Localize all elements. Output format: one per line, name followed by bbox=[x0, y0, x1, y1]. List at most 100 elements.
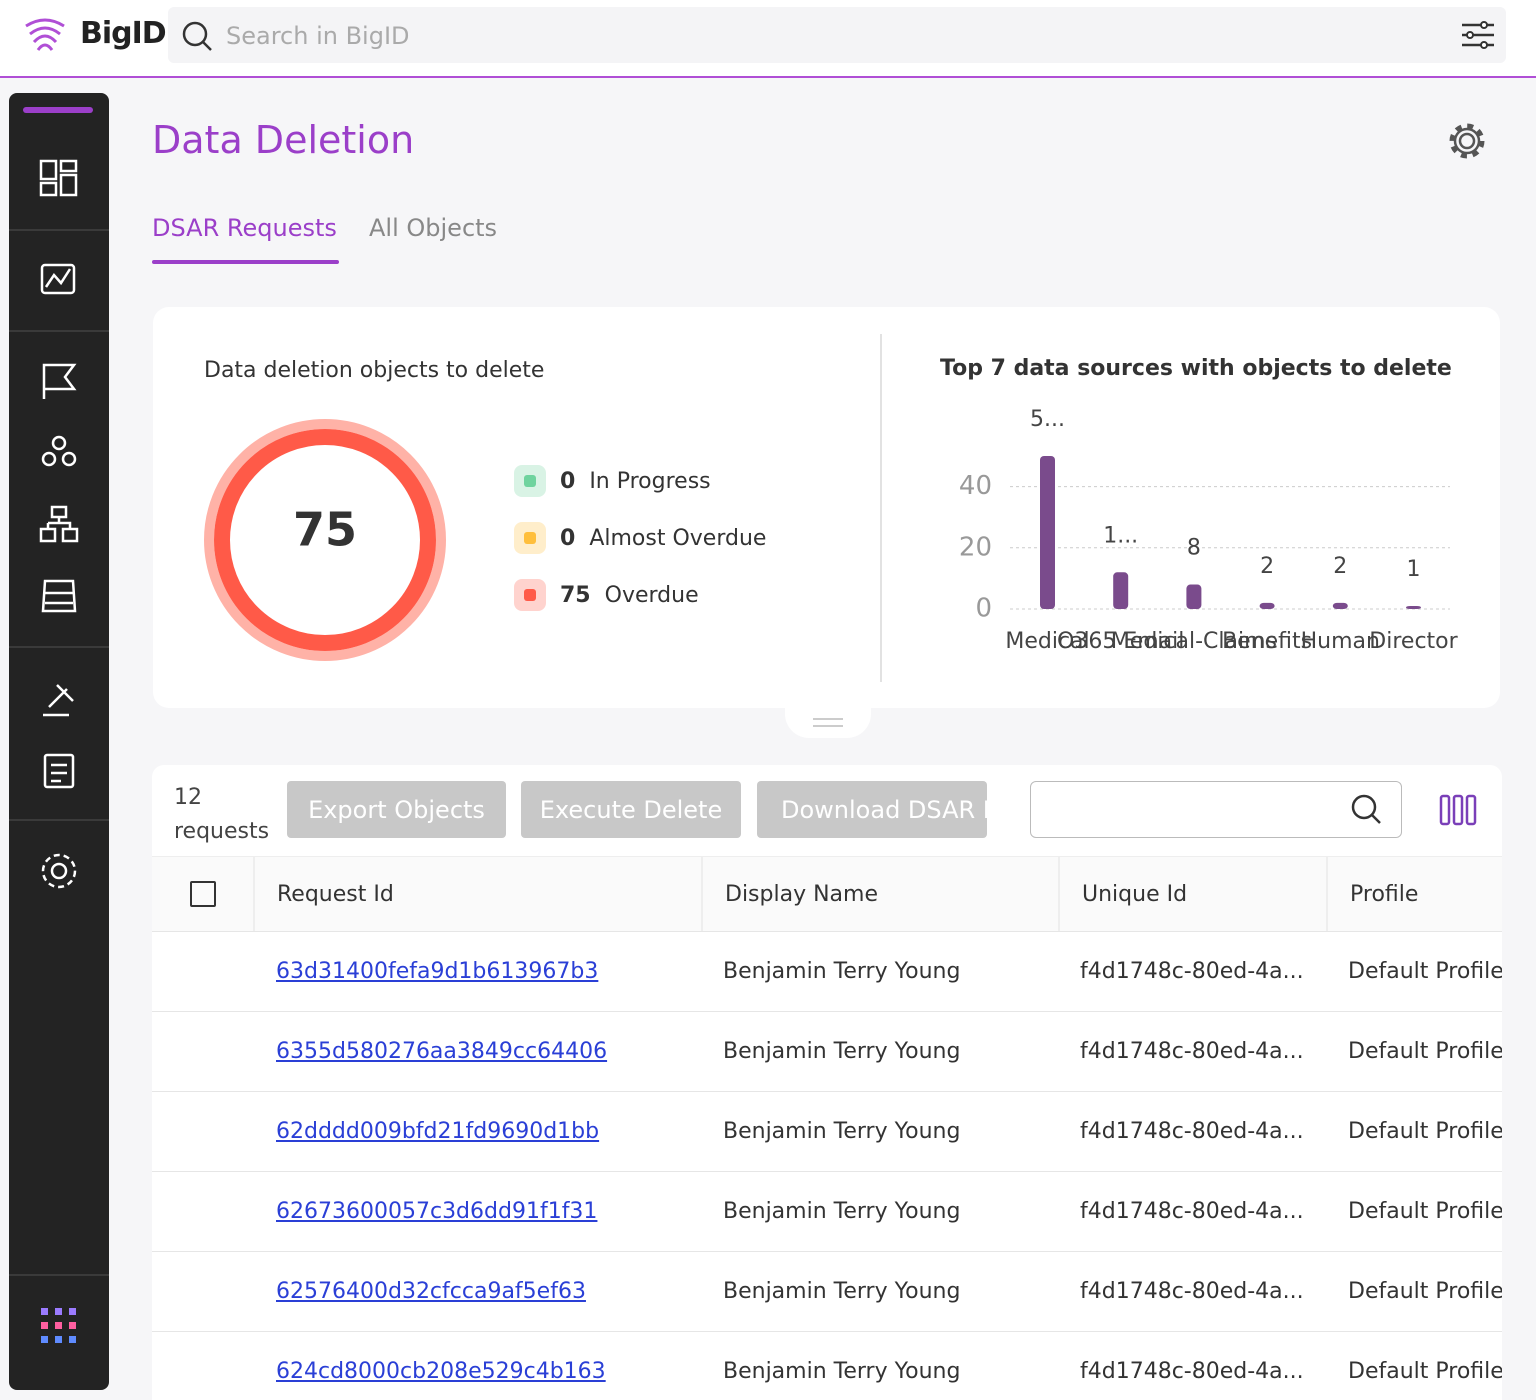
request-link[interactable]: 62673600057c3d6dd91f1f31 bbox=[276, 1198, 598, 1224]
donut-total: 75 bbox=[293, 503, 357, 557]
data-label: 1 bbox=[1407, 557, 1421, 582]
request-link[interactable]: 624cd8000cb208e529c4b163 bbox=[276, 1358, 606, 1384]
table-search[interactable] bbox=[1030, 781, 1402, 838]
bar bbox=[1406, 605, 1421, 609]
summary-title: Data deletion objects to delete bbox=[204, 358, 545, 383]
resize-handle[interactable] bbox=[785, 708, 871, 738]
table-row: 62673600057c3d6dd91f1f31 Benjamin Terry Y… bbox=[152, 1171, 1502, 1252]
legend-count: 0 bbox=[560, 468, 576, 494]
y-tick-label: 40 bbox=[959, 471, 992, 501]
legend-item: 0 Almost Overdue bbox=[514, 522, 766, 554]
table-cell: Benjamin Terry Young bbox=[723, 1118, 961, 1144]
button[interactable]: Download DSAR Report bbox=[757, 781, 987, 838]
tab[interactable]: DSAR Requests bbox=[152, 214, 337, 242]
legend-swatch-inner bbox=[524, 475, 536, 487]
request-link[interactable]: 63d31400fefa9d1b613967b3 bbox=[276, 958, 599, 984]
handle-line bbox=[813, 718, 843, 720]
separator bbox=[9, 646, 109, 648]
tab-underline bbox=[152, 260, 339, 264]
separator bbox=[9, 330, 109, 332]
table-row: 62dddd009bfd21fd9690d1bb Benjamin Terry Y… bbox=[152, 1091, 1502, 1172]
search-bar[interactable]: Search in BigID bbox=[168, 7, 1506, 63]
page-title: Data Deletion bbox=[152, 118, 415, 162]
sidebar-indicator bbox=[23, 107, 93, 113]
settings-icon[interactable] bbox=[1446, 120, 1488, 162]
legend-item: 75 Overdue bbox=[514, 579, 699, 611]
bar bbox=[1186, 584, 1202, 609]
data-label: 8 bbox=[1187, 536, 1201, 561]
table-cell: Default Profile bbox=[1348, 1198, 1502, 1224]
separator bbox=[9, 819, 109, 821]
request-link[interactable]: 62576400d32cfcca9af5ef63 bbox=[276, 1278, 586, 1304]
x-tick-label: Human bbox=[1301, 629, 1380, 654]
table-cell: Benjamin Terry Young bbox=[723, 1358, 961, 1384]
table-cell: f4d1748c-80ed-4a... bbox=[1080, 1358, 1304, 1384]
x-tick-label: Benefits bbox=[1222, 629, 1312, 654]
legend-item: 0 In Progress bbox=[514, 465, 711, 497]
handle-line bbox=[813, 725, 843, 727]
table-cell: Default Profile bbox=[1348, 1278, 1502, 1304]
sidebar bbox=[9, 93, 109, 1390]
x-tick-label: Director bbox=[1369, 629, 1458, 654]
request-link[interactable]: 62dddd009bfd21fd9690d1bb bbox=[276, 1118, 600, 1144]
y-tick-label: 20 bbox=[959, 532, 992, 562]
request-link[interactable]: 6355d580276aa3849cc64406 bbox=[276, 1038, 608, 1064]
donut-ring bbox=[214, 429, 436, 651]
table-cell: Default Profile bbox=[1348, 1118, 1502, 1144]
column-header: Profile bbox=[1326, 857, 1502, 931]
filter-icon[interactable] bbox=[1460, 19, 1496, 51]
bar bbox=[1113, 572, 1129, 609]
legend-swatch-inner bbox=[524, 589, 536, 601]
checkbox[interactable] bbox=[190, 881, 216, 907]
table-cell: f4d1748c-80ed-4a... bbox=[1080, 958, 1304, 984]
bar bbox=[1040, 456, 1055, 609]
table-cell: Benjamin Terry Young bbox=[723, 1278, 961, 1304]
table-cell: Default Profile bbox=[1348, 1038, 1502, 1064]
table-cell: Default Profile bbox=[1348, 958, 1502, 984]
search-icon bbox=[182, 21, 212, 51]
legend-swatch-inner bbox=[524, 532, 536, 544]
column-header: Display Name bbox=[701, 857, 1058, 931]
table-cell: f4d1748c-80ed-4a... bbox=[1080, 1198, 1304, 1224]
bar-chart: Top 7 data sources with objects to delet… bbox=[940, 356, 1459, 654]
x-tick-label: O365 Email bbox=[1057, 629, 1184, 654]
button[interactable]: Execute Delete bbox=[521, 781, 741, 838]
count-value: 12 bbox=[174, 785, 202, 810]
data-label: 1... bbox=[1103, 523, 1138, 548]
y-tick-label: 0 bbox=[975, 594, 992, 624]
sidebar-icons[interactable] bbox=[9, 93, 109, 1390]
donut-outer-ring bbox=[204, 419, 446, 661]
table-row: 624cd8000cb208e529c4b163 Benjamin Terry Y… bbox=[152, 1331, 1502, 1400]
legend-swatch bbox=[514, 465, 546, 497]
search-icon bbox=[1351, 794, 1381, 824]
button[interactable]: Export Objects bbox=[287, 781, 506, 838]
table-row: 6355d580276aa3849cc64406 Benjamin Terry Y… bbox=[152, 1011, 1502, 1092]
legend-count: 0 bbox=[560, 525, 576, 551]
table-cell: Default Profile bbox=[1348, 1358, 1502, 1384]
legend-count: 75 bbox=[560, 582, 591, 608]
table-cell: f4d1748c-80ed-4a... bbox=[1080, 1118, 1304, 1144]
table-cell: Benjamin Terry Young bbox=[723, 1038, 961, 1064]
table-row: 63d31400fefa9d1b613967b3 Benjamin Terry Y… bbox=[152, 931, 1502, 1012]
request-count: 12 requests bbox=[174, 781, 269, 849]
top-bar: BigID Search in BigID bbox=[0, 0, 1536, 78]
legend-swatch bbox=[514, 522, 546, 554]
table-cell: Benjamin Terry Young bbox=[723, 1198, 961, 1224]
columns-icon[interactable] bbox=[1438, 793, 1478, 827]
table-cell: f4d1748c-80ed-4a... bbox=[1080, 1278, 1304, 1304]
donut: 75 bbox=[204, 419, 446, 661]
tab[interactable]: All Objects bbox=[369, 214, 498, 242]
table-row: 62576400d32cfcca9af5ef63 Benjamin Terry Y… bbox=[152, 1251, 1502, 1332]
table-cell: Benjamin Terry Young bbox=[723, 958, 961, 984]
column-header: Unique Id bbox=[1058, 857, 1326, 931]
x-tick-label: Medical bbox=[1005, 629, 1089, 654]
data-label: 2 bbox=[1333, 554, 1347, 579]
separator bbox=[9, 229, 109, 231]
logo[interactable]: BigID bbox=[80, 16, 167, 51]
search-placeholder: Search in BigID bbox=[226, 22, 410, 50]
chart-title: Top 7 data sources with objects to delet… bbox=[940, 356, 1452, 381]
legend-label: Almost Overdue bbox=[589, 525, 767, 551]
x-tick-label: Medical-Claims bbox=[1111, 629, 1277, 654]
